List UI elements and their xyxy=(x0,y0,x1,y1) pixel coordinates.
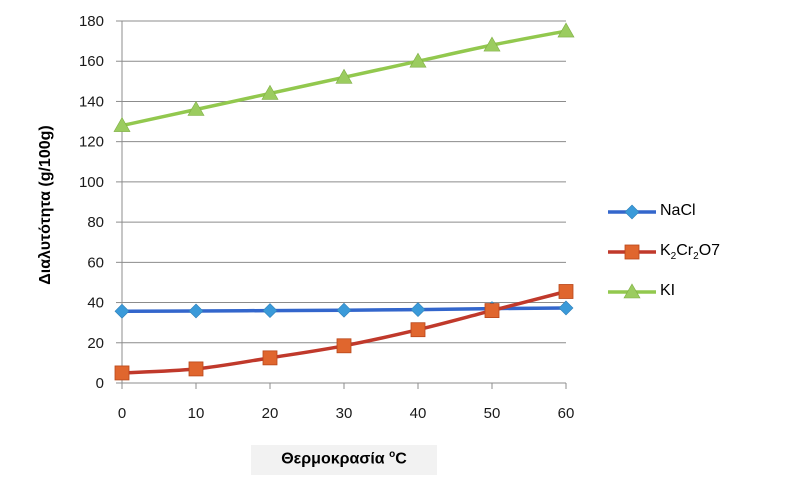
legend-label-nacl: NaCl xyxy=(660,202,696,219)
point-nacl-40 xyxy=(410,302,426,318)
legend-label-k2cr2o7: K2Cr2O7 xyxy=(660,242,720,262)
legend-k2cr2o7-part-cr: Cr xyxy=(676,242,694,259)
legend-item-nacl: NaCl xyxy=(608,200,798,240)
legend-k2cr2o7-part-k: K xyxy=(660,242,671,259)
x-axis-label-background xyxy=(251,445,437,475)
y-tick-labels: 0 20 40 60 80 100 120 140 160 180 xyxy=(79,13,104,392)
x-tick-labels: 0 10 20 30 40 50 60 xyxy=(118,405,575,422)
legend-item-k2cr2o7: K2Cr2O7 xyxy=(608,240,798,280)
legend-item-ki: KI xyxy=(608,280,798,320)
legend-k2cr2o7-sub-1: 2 xyxy=(670,251,677,263)
legend-marker-nacl xyxy=(624,204,640,220)
y-tick-label-80: 80 xyxy=(87,214,104,231)
axes xyxy=(116,20,567,389)
y-tick-label-180: 180 xyxy=(79,13,104,30)
point-k2cr2o7-30 xyxy=(336,338,352,354)
x-tick-label-10: 10 xyxy=(188,405,205,422)
x-axis-label-degree: o xyxy=(389,449,396,460)
legend-marker-k2cr2o7 xyxy=(624,244,640,260)
point-ki-40 xyxy=(409,52,427,68)
series-markers xyxy=(113,22,575,381)
x-tick-label-60: 60 xyxy=(558,405,575,422)
point-ki-10 xyxy=(187,100,205,116)
x-tick-label-0: 0 xyxy=(118,405,126,422)
point-nacl-20 xyxy=(262,303,278,319)
x-tick-label-30: 30 xyxy=(336,405,353,422)
legend-swatch-ki xyxy=(608,283,656,299)
legend-label-ki: KI xyxy=(660,282,676,299)
x-axis-label: Θερμοκρασία oC xyxy=(251,449,437,468)
point-k2cr2o7-60 xyxy=(558,284,574,299)
legend-k2cr2o7-sub-2: 2 xyxy=(693,251,699,263)
x-axis-label-unit: C xyxy=(395,450,407,468)
legend-marker-ki xyxy=(623,283,641,299)
legend-swatch-nacl xyxy=(608,204,656,220)
point-nacl-0 xyxy=(114,303,130,319)
point-ki-0 xyxy=(113,116,131,132)
x-tick-label-20: 20 xyxy=(262,405,279,422)
legend-swatch-k2cr2o7 xyxy=(608,244,656,260)
point-ki-30 xyxy=(335,68,353,84)
point-ki-50 xyxy=(483,36,501,52)
point-k2cr2o7-40 xyxy=(410,322,426,338)
y-tick-label-140: 140 xyxy=(79,93,104,110)
x-axis-label-text: Θερμοκρασία xyxy=(281,450,385,468)
point-ki-60 xyxy=(557,22,575,38)
point-k2cr2o7-10 xyxy=(188,361,204,377)
point-k2cr2o7-0 xyxy=(114,365,130,381)
y-tick-label-20: 20 xyxy=(87,335,104,352)
point-nacl-10 xyxy=(188,303,204,319)
y-tick-label-40: 40 xyxy=(87,295,104,312)
x-tick-label-50: 50 xyxy=(484,405,501,422)
point-k2cr2o7-50 xyxy=(484,303,500,319)
y-tick-label-0: 0 xyxy=(96,375,104,392)
legend-k2cr2o7-part-o7: O7 xyxy=(698,242,721,259)
point-ki-20 xyxy=(261,84,279,100)
y-tick-label-120: 120 xyxy=(79,134,104,151)
point-k2cr2o7-20 xyxy=(262,350,278,366)
y-tick-label-160: 160 xyxy=(79,53,104,70)
legend: NaCl K2Cr2O7 KI xyxy=(608,200,798,320)
point-nacl-30 xyxy=(336,302,352,318)
x-tick-label-40: 40 xyxy=(410,405,427,422)
y-tick-label-60: 60 xyxy=(87,254,104,271)
y-tick-label-100: 100 xyxy=(79,174,104,191)
y-axis-label: Διαλυτότητα (g/100g) xyxy=(37,125,54,284)
point-nacl-60 xyxy=(558,300,574,316)
